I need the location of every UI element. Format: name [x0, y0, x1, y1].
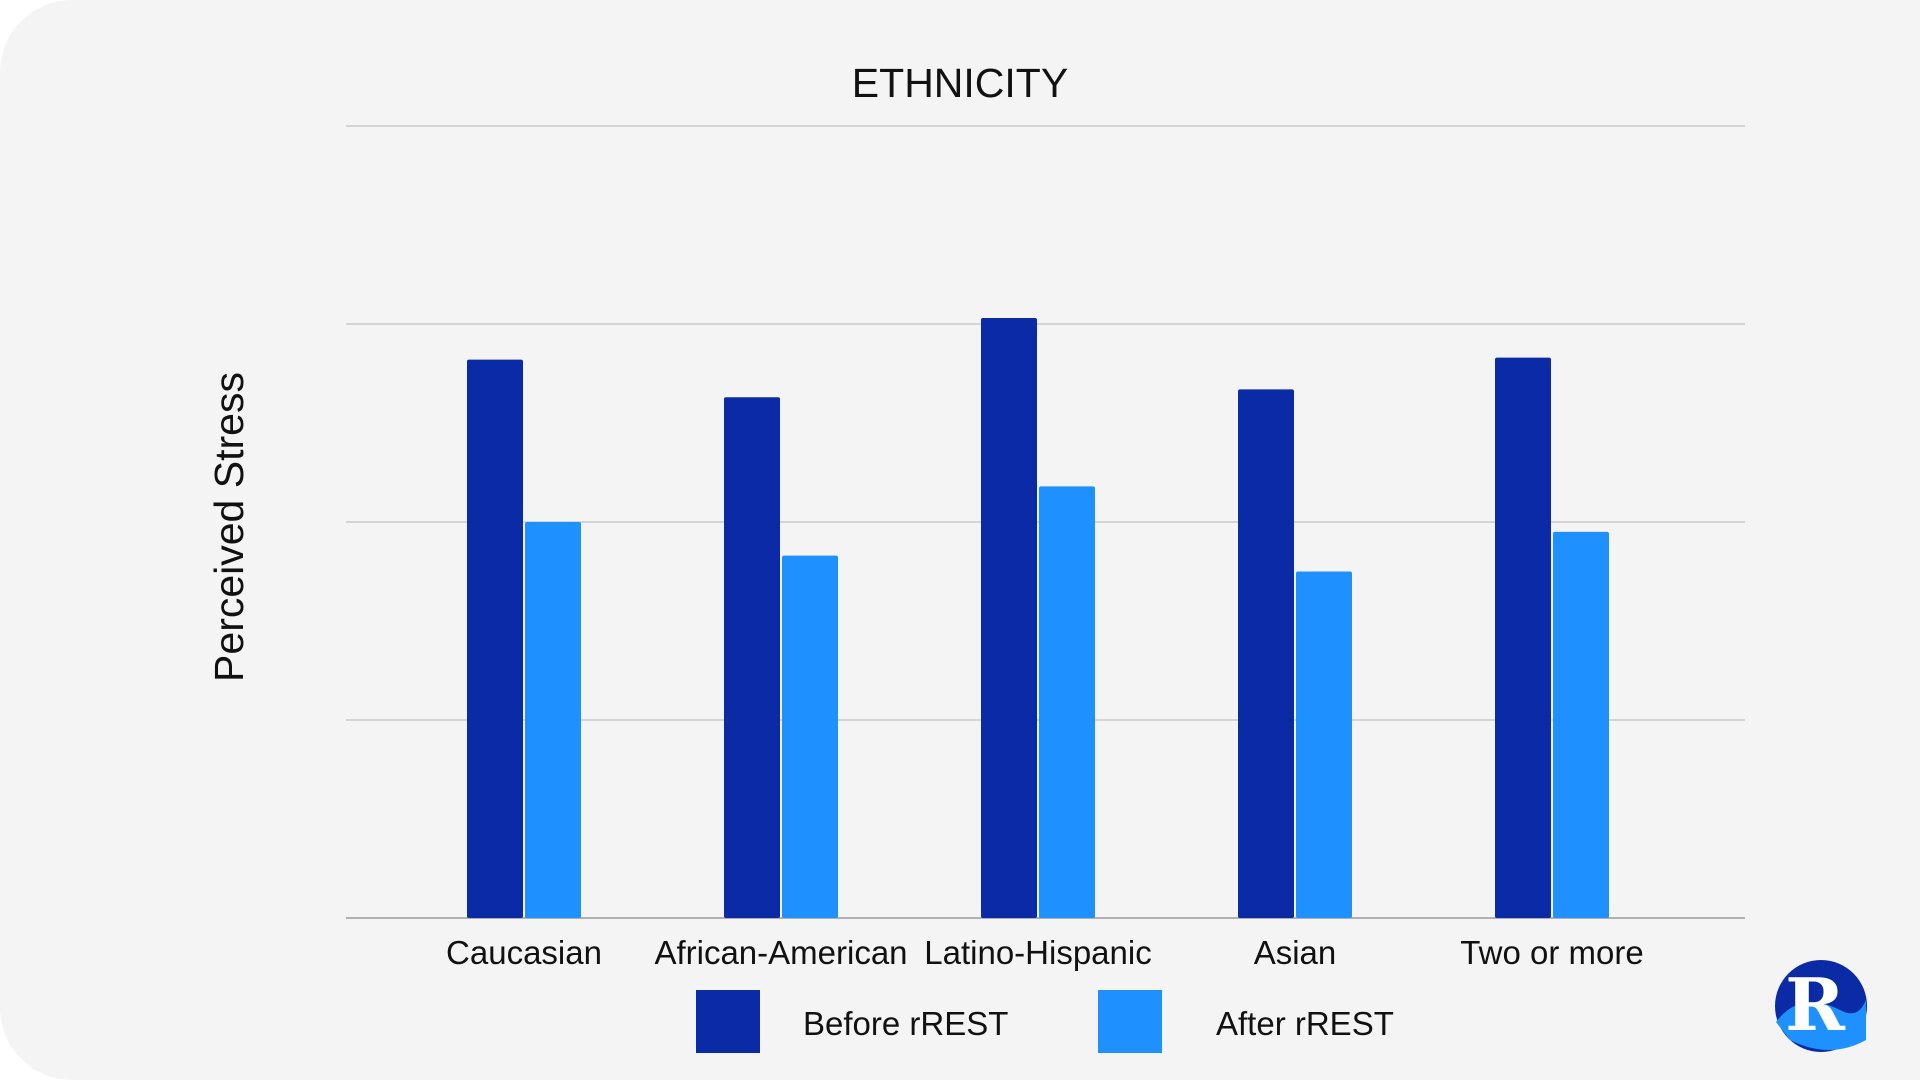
legend: Before rREST After rREST — [696, 990, 1394, 1053]
bar-before-two-or-more — [1495, 357, 1551, 918]
bar-before-asian — [1238, 389, 1294, 919]
legend-label-after: After rREST — [1216, 1005, 1394, 1042]
x-tick-label-two-or-more: Two or more — [1460, 934, 1643, 971]
y-axis-label: Perceived Stress — [206, 372, 252, 682]
logo-letter: R — [1785, 962, 1846, 1047]
bar-after-caucasian — [525, 522, 581, 918]
x-tick-label-asian: Asian — [1254, 934, 1337, 971]
x-axis-tick-labels: Caucasian African-American Latino-Hispanic… — [446, 934, 1644, 971]
bars — [467, 318, 1609, 919]
legend-label-before: Before rREST — [803, 1005, 1008, 1042]
chart-title: ETHNICITY — [852, 60, 1068, 106]
bar-after-two-or-more — [1553, 531, 1609, 918]
x-tick-label-african-american: African-American — [654, 934, 907, 971]
bar-after-african-american — [782, 555, 838, 918]
x-tick-label-caucasian: Caucasian — [446, 934, 602, 971]
legend-swatch-before — [696, 990, 760, 1053]
bar-after-asian — [1296, 571, 1352, 918]
logo-wave — [1776, 1000, 1866, 1050]
rrest-logo-icon: R — [1775, 960, 1867, 1052]
bar-before-latino-hispanic — [981, 318, 1037, 918]
bar-before-african-american — [724, 397, 780, 918]
legend-swatch-after — [1098, 990, 1162, 1053]
bar-before-caucasian — [467, 359, 523, 918]
x-tick-label-latino-hispanic: Latino-Hispanic — [924, 934, 1151, 971]
bar-after-latino-hispanic — [1039, 486, 1095, 918]
